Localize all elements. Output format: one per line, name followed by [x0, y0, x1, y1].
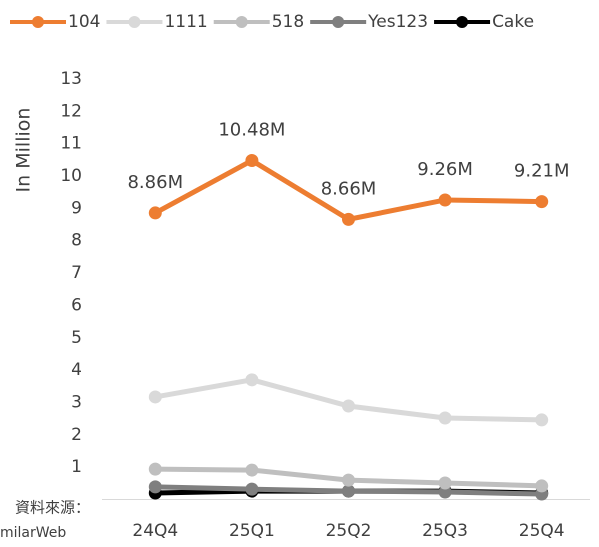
- y-axis-label: In Million: [13, 108, 35, 193]
- y-tick-label: 9: [71, 198, 82, 218]
- data-point: [342, 212, 355, 226]
- data-point: [535, 413, 549, 427]
- legend-label: Yes123: [367, 12, 428, 32]
- source-label: milarWeb: [0, 525, 66, 541]
- data-label: 9.21M: [514, 161, 570, 182]
- y-tick-label: 1: [71, 457, 82, 477]
- data-point: [342, 473, 355, 487]
- legend-marker: [332, 16, 345, 28]
- data-point: [438, 193, 452, 207]
- legend-label: Cake: [492, 12, 534, 32]
- y-tick-label: 3: [71, 392, 82, 412]
- y-tick-label: 2: [71, 425, 82, 445]
- x-tick-label: 25Q2: [326, 521, 372, 541]
- y-tick-label: 11: [60, 134, 82, 154]
- legend-marker: [235, 16, 248, 28]
- data-point: [148, 462, 162, 476]
- data-point: [245, 482, 259, 496]
- y-tick-label: 12: [60, 101, 82, 121]
- data-point: [148, 206, 162, 220]
- legend-marker: [456, 16, 469, 28]
- data-label: 9.26M: [417, 159, 473, 180]
- data-point: [148, 480, 162, 494]
- data-point: [535, 479, 549, 493]
- data-point: [245, 373, 259, 387]
- x-tick-label: 24Q4: [132, 521, 178, 541]
- y-tick-label: 7: [71, 263, 82, 283]
- data-point: [342, 484, 355, 498]
- data-point: [148, 390, 162, 404]
- legend-marker: [128, 16, 141, 28]
- legend-label: 1111: [164, 12, 207, 32]
- data-label: 8.86M: [127, 172, 183, 193]
- data-point: [535, 195, 549, 209]
- data-point: [342, 399, 355, 413]
- legend-label: 104: [68, 12, 100, 32]
- y-tick-label: 5: [71, 328, 82, 348]
- y-tick-label: 6: [71, 295, 82, 315]
- x-tick-label: 25Q4: [519, 521, 565, 541]
- legend-label: 518: [272, 12, 304, 32]
- source-label: 資料來源：: [15, 499, 90, 517]
- y-tick-label: 10: [60, 166, 82, 186]
- data-point: [438, 411, 452, 425]
- legend-marker: [32, 16, 44, 28]
- y-tick-label: 4: [71, 360, 82, 380]
- data-point: [438, 485, 452, 499]
- x-tick-label: 25Q1: [229, 521, 275, 541]
- data-label: 8.66M: [321, 178, 377, 199]
- y-tick-label: 8: [71, 231, 82, 251]
- data-point: [245, 463, 259, 477]
- data-point: [438, 476, 452, 490]
- x-tick-label: 25Q3: [422, 521, 468, 541]
- y-tick-label: 13: [60, 69, 82, 89]
- data-label: 10.48M: [218, 120, 285, 141]
- data-point: [245, 154, 259, 168]
